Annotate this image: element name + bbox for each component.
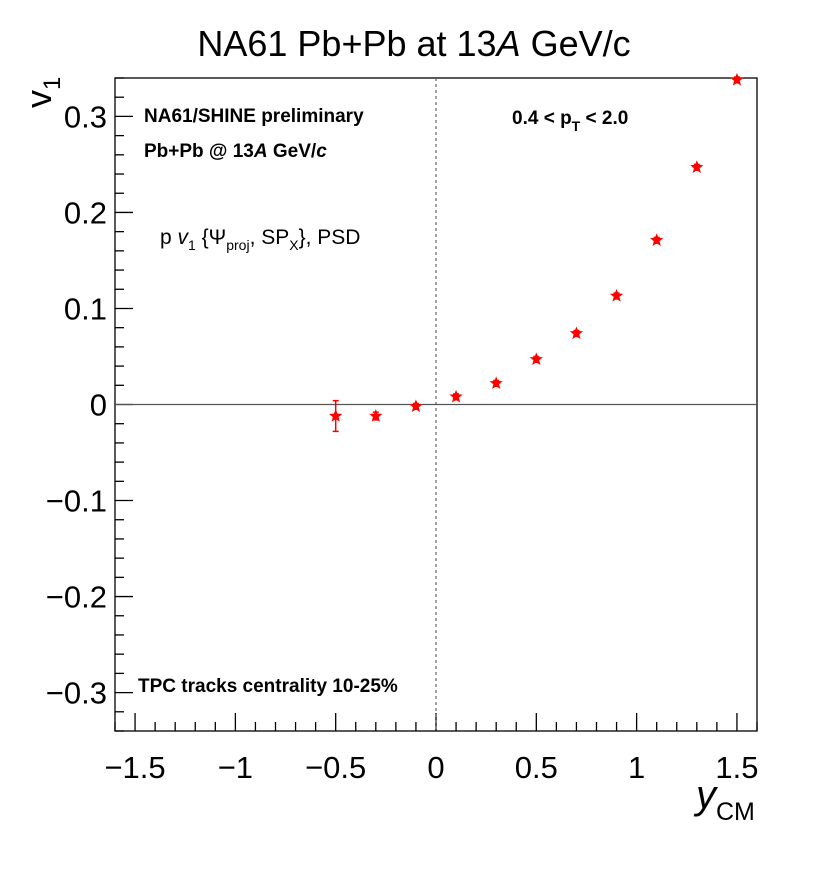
data-point	[529, 352, 543, 366]
x-tick-label: 1.5	[715, 750, 758, 785]
y-tick-label: 0	[90, 388, 107, 423]
data-point	[369, 409, 383, 422]
y-tick-label: −0.3	[46, 676, 107, 711]
x-tick-label: −1.5	[104, 750, 165, 785]
data-point	[489, 376, 503, 390]
data-point	[569, 326, 584, 340]
data-point	[730, 72, 744, 86]
data-point	[690, 160, 704, 173]
axis-ticks: −1.5 −1 −0.5 0 0.5 1 1.5 −0.3 −0.2 −0.1 0 0.1 0.2 0.3	[46, 77, 758, 785]
x-axis-label: yCM	[693, 773, 755, 826]
preliminary-label: NA61/SHINE preliminary	[144, 106, 364, 127]
x-tick-label: −0.5	[305, 750, 366, 785]
data-points	[329, 72, 744, 433]
centrality-label: TPC tracks centrality 10-25%	[138, 676, 398, 697]
data-point	[329, 409, 343, 422]
x-tick-label: 0.5	[515, 750, 558, 785]
y-tick-label: −0.2	[46, 580, 107, 615]
data-point	[609, 288, 624, 302]
x-tick-label: 1	[628, 750, 645, 785]
system-label: Pb+Pb @ 13A GeV/c	[144, 141, 327, 162]
chart-title: NA61 Pb+Pb at 13A GeV/c	[197, 23, 630, 64]
y-tick-label: 0.3	[64, 99, 107, 134]
x-tick-label: 0	[427, 750, 444, 785]
y-axis-label: v1	[18, 77, 66, 108]
y-tick-label: 0.1	[64, 291, 107, 326]
x-tick-label: −1	[218, 750, 253, 785]
data-point	[449, 389, 463, 403]
data-point	[650, 233, 664, 246]
data-point	[409, 399, 423, 413]
y-tick-label: 0.2	[64, 195, 107, 230]
y-tick-label: −0.1	[46, 484, 107, 519]
method-label: p v1 {Ψproj, SPX}, PSD	[160, 226, 360, 253]
reference-lines	[115, 78, 757, 731]
pt-range-label: 0.4 < pT < 2.0	[512, 108, 628, 134]
